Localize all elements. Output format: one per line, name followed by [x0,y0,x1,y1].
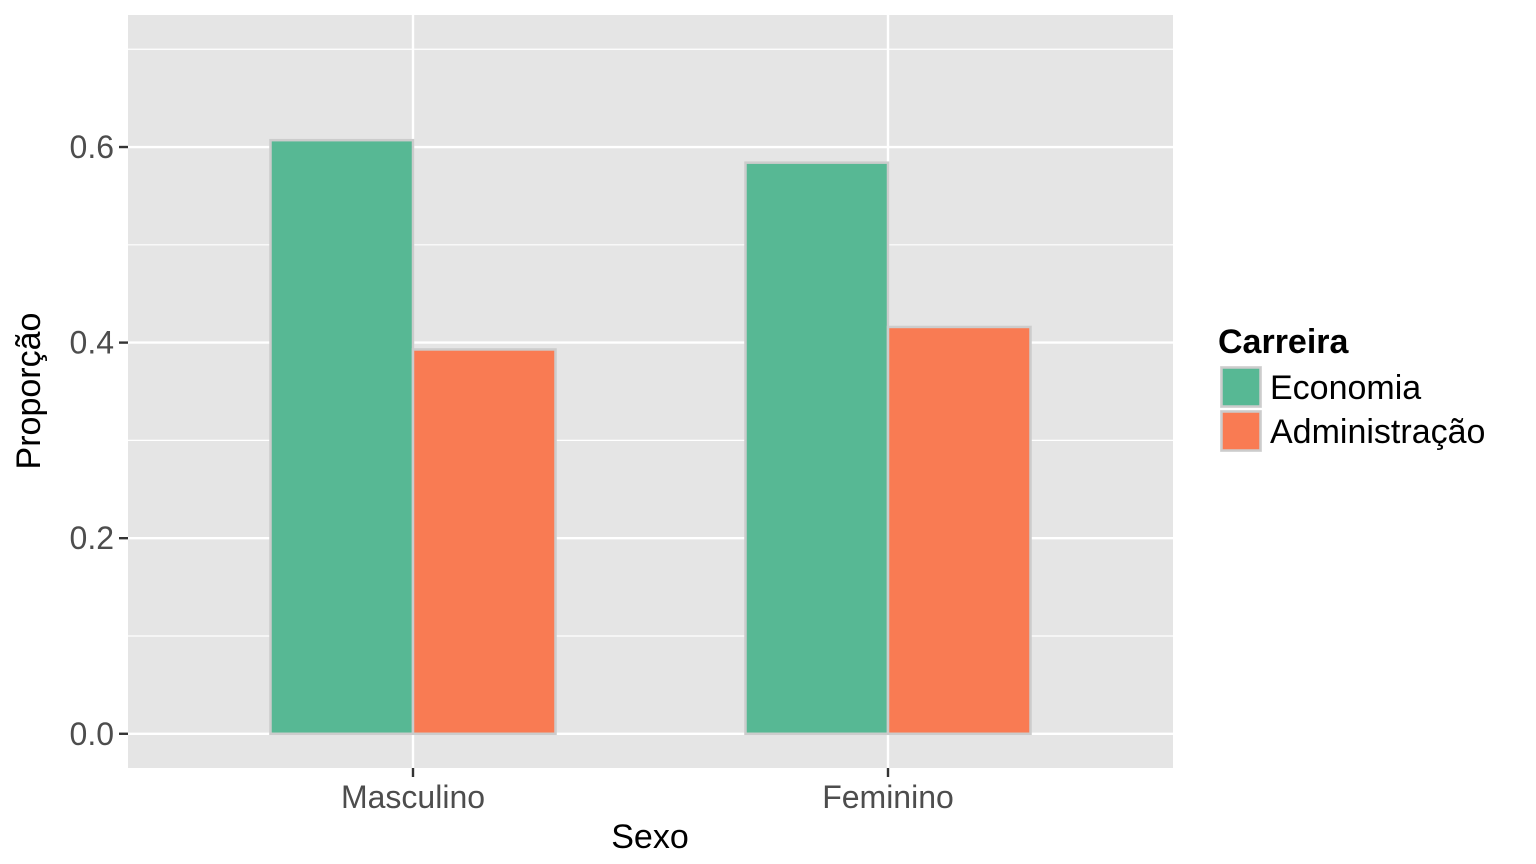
y-tick-label: 0.0 [70,716,114,752]
legend-swatch [1220,366,1262,408]
legend-swatch [1220,410,1262,452]
legend-title: Carreira [1218,323,1350,361]
legend-label: Economia [1270,369,1421,407]
y-axis: 0.0 0.2 0.4 0.6 [70,129,128,752]
legend-label: Administração [1270,413,1485,451]
x-tick-label: Masculino [341,779,485,815]
legend: Carreira Economia Administração [1218,323,1485,452]
bars [269,138,1032,736]
y-tick-label: 0.6 [70,129,114,165]
y-tick-label: 0.2 [70,520,114,556]
y-tick-label: 0.4 [70,325,114,361]
x-tick-label: Feminino [822,779,954,815]
bar [886,325,1032,736]
x-axis-title: Sexo [611,818,689,856]
bar [744,161,890,736]
y-axis-title: Proporção [10,313,48,470]
bar [411,348,557,736]
bar [269,138,415,736]
x-axis: Masculino Feminino [341,768,954,815]
